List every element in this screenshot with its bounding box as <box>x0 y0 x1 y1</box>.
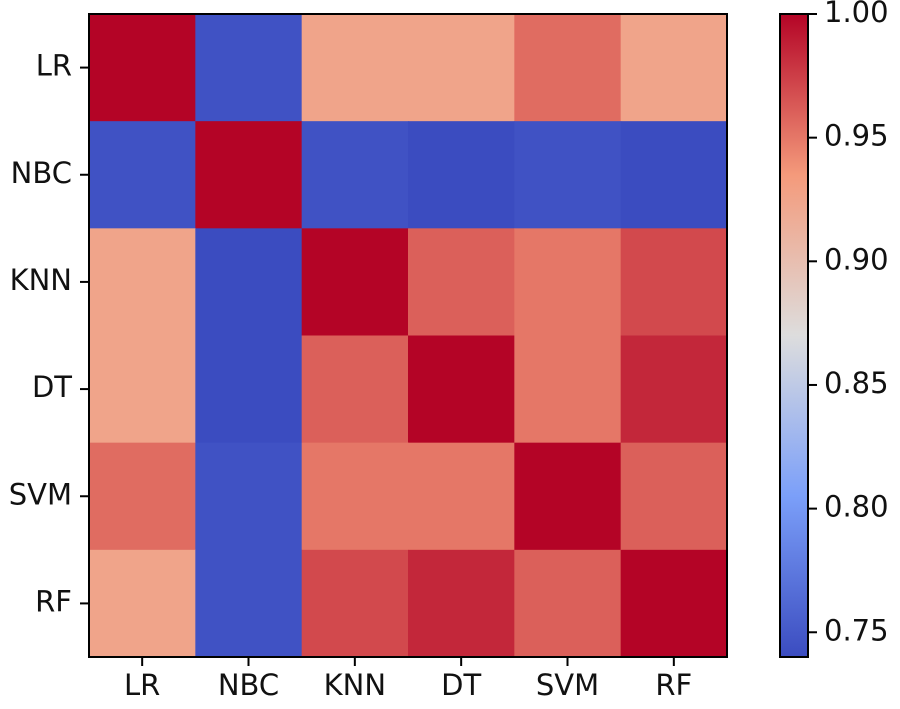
heatmap-cell-rf-rf <box>620 549 728 658</box>
y-axis: LR NBC KNN DT SVM RF <box>9 49 89 618</box>
heatmap-cell-rf-nbc <box>195 549 303 658</box>
heatmap-cell-lr-dt <box>408 14 515 122</box>
heatmap-cell-knn-svm <box>514 228 622 337</box>
heatmap-cell-rf-knn <box>301 549 409 658</box>
heatmap-cell-knn-nbc <box>195 228 303 337</box>
colorbar: 1.00 0.95 0.90 0.85 0.80 0.75 <box>779 0 889 658</box>
heatmap-cell-rf-svm <box>514 549 622 658</box>
heatmap-cell-lr-rf <box>620 14 728 122</box>
heatmap-cell-lr-svm <box>514 14 622 122</box>
heatmap-cell-knn-knn <box>301 228 409 337</box>
heatmap-cell-dt-dt <box>408 335 515 444</box>
heatmap-cell-nbc-svm <box>514 121 622 229</box>
y-tick-label: DT <box>32 370 72 404</box>
y-tick-label: LR <box>36 49 72 83</box>
heatmap-cell-nbc-rf <box>620 121 728 229</box>
x-axis: LR NBC KNN DT SVM RF <box>124 657 692 702</box>
colorbar-tick-label: 0.75 <box>824 613 889 647</box>
heatmap-cells <box>89 14 728 658</box>
x-tick-label: SVM <box>536 668 599 702</box>
colorbar-gradient <box>779 13 809 658</box>
heatmap-cell-rf-dt <box>408 549 515 658</box>
x-tick-label: LR <box>124 668 160 702</box>
colorbar-tick-label: 0.95 <box>824 119 889 153</box>
x-tick-label: KNN <box>324 668 386 702</box>
colorbar-tick-label: 0.80 <box>824 490 889 524</box>
heatmap-cell-dt-lr <box>89 335 196 444</box>
y-tick-label: SVM <box>9 477 72 511</box>
heatmap-cell-svm-lr <box>89 442 196 551</box>
heatmap-cell-knn-dt <box>408 228 515 337</box>
heatmap-cell-dt-rf <box>620 335 728 444</box>
heatmap-cell-dt-nbc <box>195 335 303 444</box>
heatmap-cell-nbc-dt <box>408 121 515 229</box>
plot-frame <box>88 13 728 658</box>
y-tick-label: NBC <box>11 156 72 190</box>
y-tick-label: KNN <box>10 263 72 297</box>
heatmap-cell-knn-rf <box>620 228 728 337</box>
colorbar-tick-label: 0.85 <box>824 366 889 400</box>
x-tick-label: RF <box>655 668 692 702</box>
heatmap-cell-lr-lr <box>89 14 196 122</box>
heatmap-cell-nbc-knn <box>301 121 409 229</box>
colorbar-tick-label: 1.00 <box>824 0 889 29</box>
heatmap-cell-lr-nbc <box>195 14 303 122</box>
x-tick-label: DT <box>441 668 481 702</box>
heatmap-cell-nbc-lr <box>89 121 196 229</box>
heatmap-cell-knn-lr <box>89 228 196 337</box>
x-tick-label: NBC <box>218 668 279 702</box>
heatmap-cell-svm-knn <box>301 442 409 551</box>
y-tick-label: RF <box>35 584 72 618</box>
colorbar-tick-label: 0.90 <box>824 242 889 276</box>
heatmap-cell-svm-rf <box>620 442 728 551</box>
heatmap-cell-svm-svm <box>514 442 622 551</box>
heatmap-cell-lr-knn <box>301 14 409 122</box>
heatmap-cell-nbc-nbc <box>195 121 303 229</box>
heatmap-cell-svm-dt <box>408 442 515 551</box>
heatmap-cell-dt-svm <box>514 335 622 444</box>
heatmap-cell-svm-nbc <box>195 442 303 551</box>
heatmap-cell-dt-knn <box>301 335 409 444</box>
heatmap-cell-rf-lr <box>89 549 196 658</box>
